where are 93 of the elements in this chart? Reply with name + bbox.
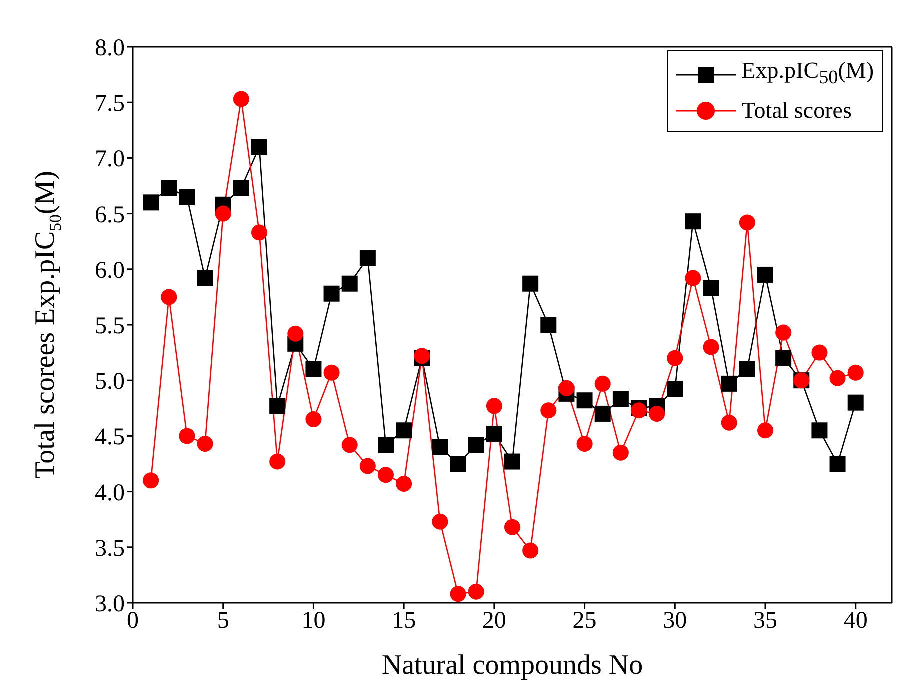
point	[812, 422, 828, 439]
y-tick-label: 4.0	[95, 480, 125, 506]
point	[504, 454, 520, 470]
point	[649, 406, 666, 422]
point	[360, 458, 376, 474]
point	[486, 426, 502, 442]
point	[252, 139, 268, 156]
point	[342, 437, 358, 454]
point	[812, 344, 828, 361]
x-tick-label: 30	[663, 608, 688, 634]
point	[342, 276, 358, 292]
point	[594, 406, 611, 422]
point	[233, 180, 250, 196]
point	[161, 289, 178, 306]
point	[270, 454, 286, 470]
point	[215, 206, 232, 222]
y-tick-label: 8.0	[95, 36, 125, 62]
point	[306, 412, 322, 428]
point	[685, 270, 702, 286]
point	[830, 370, 846, 386]
x-tick-label: 15	[392, 608, 416, 634]
point	[450, 586, 466, 602]
point	[721, 414, 738, 431]
y-tick-label: 5.5	[95, 314, 125, 340]
point	[233, 91, 250, 108]
point	[143, 472, 160, 489]
point	[522, 276, 539, 292]
point	[612, 392, 629, 408]
point	[685, 214, 702, 230]
point	[288, 326, 304, 342]
point	[576, 392, 593, 409]
legend-label: Exp.pIC$_{50}$(M)	[742, 57, 874, 91]
point	[486, 398, 502, 414]
point	[161, 180, 178, 196]
point	[270, 398, 286, 414]
x-tick-label: 40	[844, 608, 868, 634]
point	[739, 214, 756, 231]
point	[504, 519, 520, 536]
x-tick-label: 0	[127, 608, 139, 634]
point	[558, 380, 575, 396]
point	[306, 361, 322, 378]
y-tick-label: 5.0	[95, 369, 125, 396]
y-tick-label: 6.5	[95, 202, 125, 228]
point	[378, 437, 394, 454]
point	[540, 402, 557, 419]
point	[703, 280, 720, 296]
point	[197, 436, 214, 452]
point	[848, 394, 864, 411]
point	[739, 361, 756, 378]
point	[324, 364, 340, 381]
point	[324, 286, 340, 302]
x-tick-label: 5	[217, 608, 230, 634]
point	[612, 444, 629, 461]
point	[776, 350, 792, 366]
x-tick-label: 10	[302, 608, 326, 634]
point	[758, 422, 774, 439]
y-tick-label: 7.5	[95, 91, 125, 118]
point	[252, 224, 268, 241]
point	[848, 364, 864, 381]
point	[378, 467, 394, 484]
point	[360, 250, 376, 266]
y-tick-label: 3.0	[95, 592, 125, 618]
point	[758, 266, 774, 283]
legend-label: Total scores	[742, 96, 852, 125]
point	[396, 476, 412, 492]
point	[468, 437, 484, 454]
point	[450, 456, 466, 472]
point	[667, 381, 684, 398]
x-tick-label: 35	[754, 608, 778, 634]
point	[667, 350, 684, 366]
y-tick-label: 6.0	[95, 258, 125, 284]
x-tick-label: 20	[482, 608, 506, 634]
point	[540, 317, 557, 333]
point	[830, 456, 846, 472]
point	[776, 324, 792, 341]
y-tick-label: 7.0	[95, 146, 125, 173]
point	[522, 542, 539, 559]
y-tick-label: 3.5	[95, 536, 125, 562]
point	[143, 194, 160, 211]
point	[179, 428, 196, 444]
x-axis-title: Natural compounds No	[382, 650, 644, 681]
point	[179, 189, 196, 206]
point	[197, 270, 214, 286]
point	[576, 436, 593, 452]
point	[594, 376, 611, 392]
point	[721, 376, 738, 392]
point	[396, 422, 412, 439]
y-tick-label: 4.5	[95, 424, 125, 451]
x-tick-label: 25	[572, 608, 597, 634]
point	[468, 584, 484, 600]
point	[432, 439, 448, 456]
point	[432, 514, 448, 530]
point	[703, 339, 720, 356]
